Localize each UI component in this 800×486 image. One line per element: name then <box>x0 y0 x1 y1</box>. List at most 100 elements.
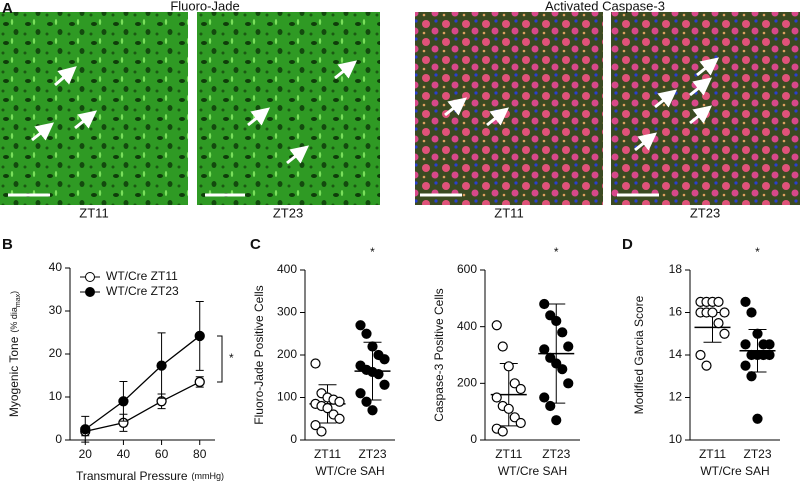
point <box>764 339 775 350</box>
image-caption: ZT11 <box>79 205 108 220</box>
point <box>551 315 562 327</box>
panel-label: B <box>2 236 13 253</box>
legend-marker <box>85 272 95 282</box>
point <box>379 354 390 365</box>
x-tick-label: ZT11 <box>699 447 726 461</box>
y-tick-label: 200 <box>457 376 477 390</box>
y-tick-label: 30 <box>49 303 63 317</box>
point <box>379 379 390 390</box>
point <box>503 403 514 414</box>
y-tick-label: 400 <box>277 262 297 276</box>
x-tick-label: ZT11 <box>495 447 522 461</box>
image <box>611 12 800 205</box>
x-tick-label: ZT11 <box>314 447 341 461</box>
point <box>740 296 751 307</box>
legend-label: WT/Cre ZT11 <box>106 269 178 283</box>
significance-mark: * <box>755 245 760 259</box>
significance-mark: * <box>554 245 559 259</box>
point <box>551 415 562 426</box>
point <box>764 349 775 361</box>
panel-label: C <box>250 236 261 253</box>
panel-label: A <box>2 0 13 17</box>
point <box>373 369 384 380</box>
point <box>334 413 345 424</box>
point <box>719 328 730 339</box>
x-axis-label: WT/Cre SAH <box>700 464 769 478</box>
point <box>497 426 508 437</box>
image-caption: ZT23 <box>690 205 720 220</box>
point <box>194 376 205 388</box>
point <box>334 396 345 407</box>
point <box>539 344 550 355</box>
point <box>557 327 568 338</box>
point <box>752 413 763 424</box>
series-line <box>84 335 201 430</box>
point <box>701 360 712 371</box>
x-axis-label: WT/Cre SAH <box>498 464 567 478</box>
point <box>491 320 502 331</box>
point <box>752 328 763 339</box>
point <box>539 298 550 310</box>
y-tick-label: 600 <box>457 262 477 276</box>
y-axis-label: Modified Garcia Score <box>632 295 646 414</box>
point <box>491 392 502 403</box>
x-label-text: Transmural Pressure <box>76 469 188 483</box>
point <box>497 341 508 352</box>
y-tick-label: 10 <box>49 389 63 403</box>
point <box>719 307 730 318</box>
x-tick-label: 40 <box>117 447 131 461</box>
image <box>197 12 380 205</box>
point <box>746 371 757 382</box>
point <box>355 320 366 331</box>
point <box>361 328 372 339</box>
image-title: Activated Caspase-3 <box>545 0 665 13</box>
significance-mark: * <box>229 351 234 365</box>
point <box>503 361 514 372</box>
y-axis-label: Myogenic Tone (% diamax) <box>7 291 22 417</box>
y-label-sub: max <box>15 293 22 307</box>
point <box>361 396 372 407</box>
image-caption: ZT23 <box>273 205 303 220</box>
y-tick-label: 16 <box>669 305 683 319</box>
point <box>194 330 205 342</box>
x-tick-label: 60 <box>155 447 169 461</box>
point <box>740 339 751 350</box>
y-label-close: ) <box>9 291 19 294</box>
point <box>322 403 333 414</box>
image-caption: ZT11 <box>494 205 523 220</box>
x-label-unit: (mmHg) <box>192 471 225 481</box>
y-tick-label: 40 <box>49 260 63 274</box>
point <box>539 392 550 403</box>
micrographs <box>0 12 800 205</box>
point <box>746 307 757 318</box>
y-tick-label: 20 <box>49 346 63 360</box>
y-label-unit: (% dia <box>9 307 19 333</box>
y-axis-label: Fluoro-Jade Positive Cells <box>252 285 266 424</box>
y-tick-label: 100 <box>277 390 297 404</box>
panel-label: D <box>622 236 633 253</box>
y-tick-label: 300 <box>277 305 297 319</box>
y-tick-label: 18 <box>669 262 683 276</box>
x-tick-label: 80 <box>193 447 207 461</box>
y-tick-label: 0 <box>55 432 62 446</box>
point <box>713 296 724 307</box>
x-tick-label: 20 <box>79 447 93 461</box>
x-tick-label: ZT23 <box>358 447 386 461</box>
y-tick-label: 200 <box>277 347 297 361</box>
significance-bracket <box>217 335 223 383</box>
x-axis-label: WT/Cre SAH <box>315 464 384 478</box>
image-title: Fluoro-Jade <box>170 0 239 13</box>
point <box>740 360 751 371</box>
point <box>515 417 526 429</box>
point <box>156 360 167 371</box>
point <box>563 341 574 352</box>
point <box>563 378 574 389</box>
image <box>415 12 603 205</box>
point <box>367 405 378 416</box>
arrows <box>31 57 720 165</box>
point <box>707 307 718 318</box>
point <box>713 318 724 329</box>
image <box>0 12 188 205</box>
